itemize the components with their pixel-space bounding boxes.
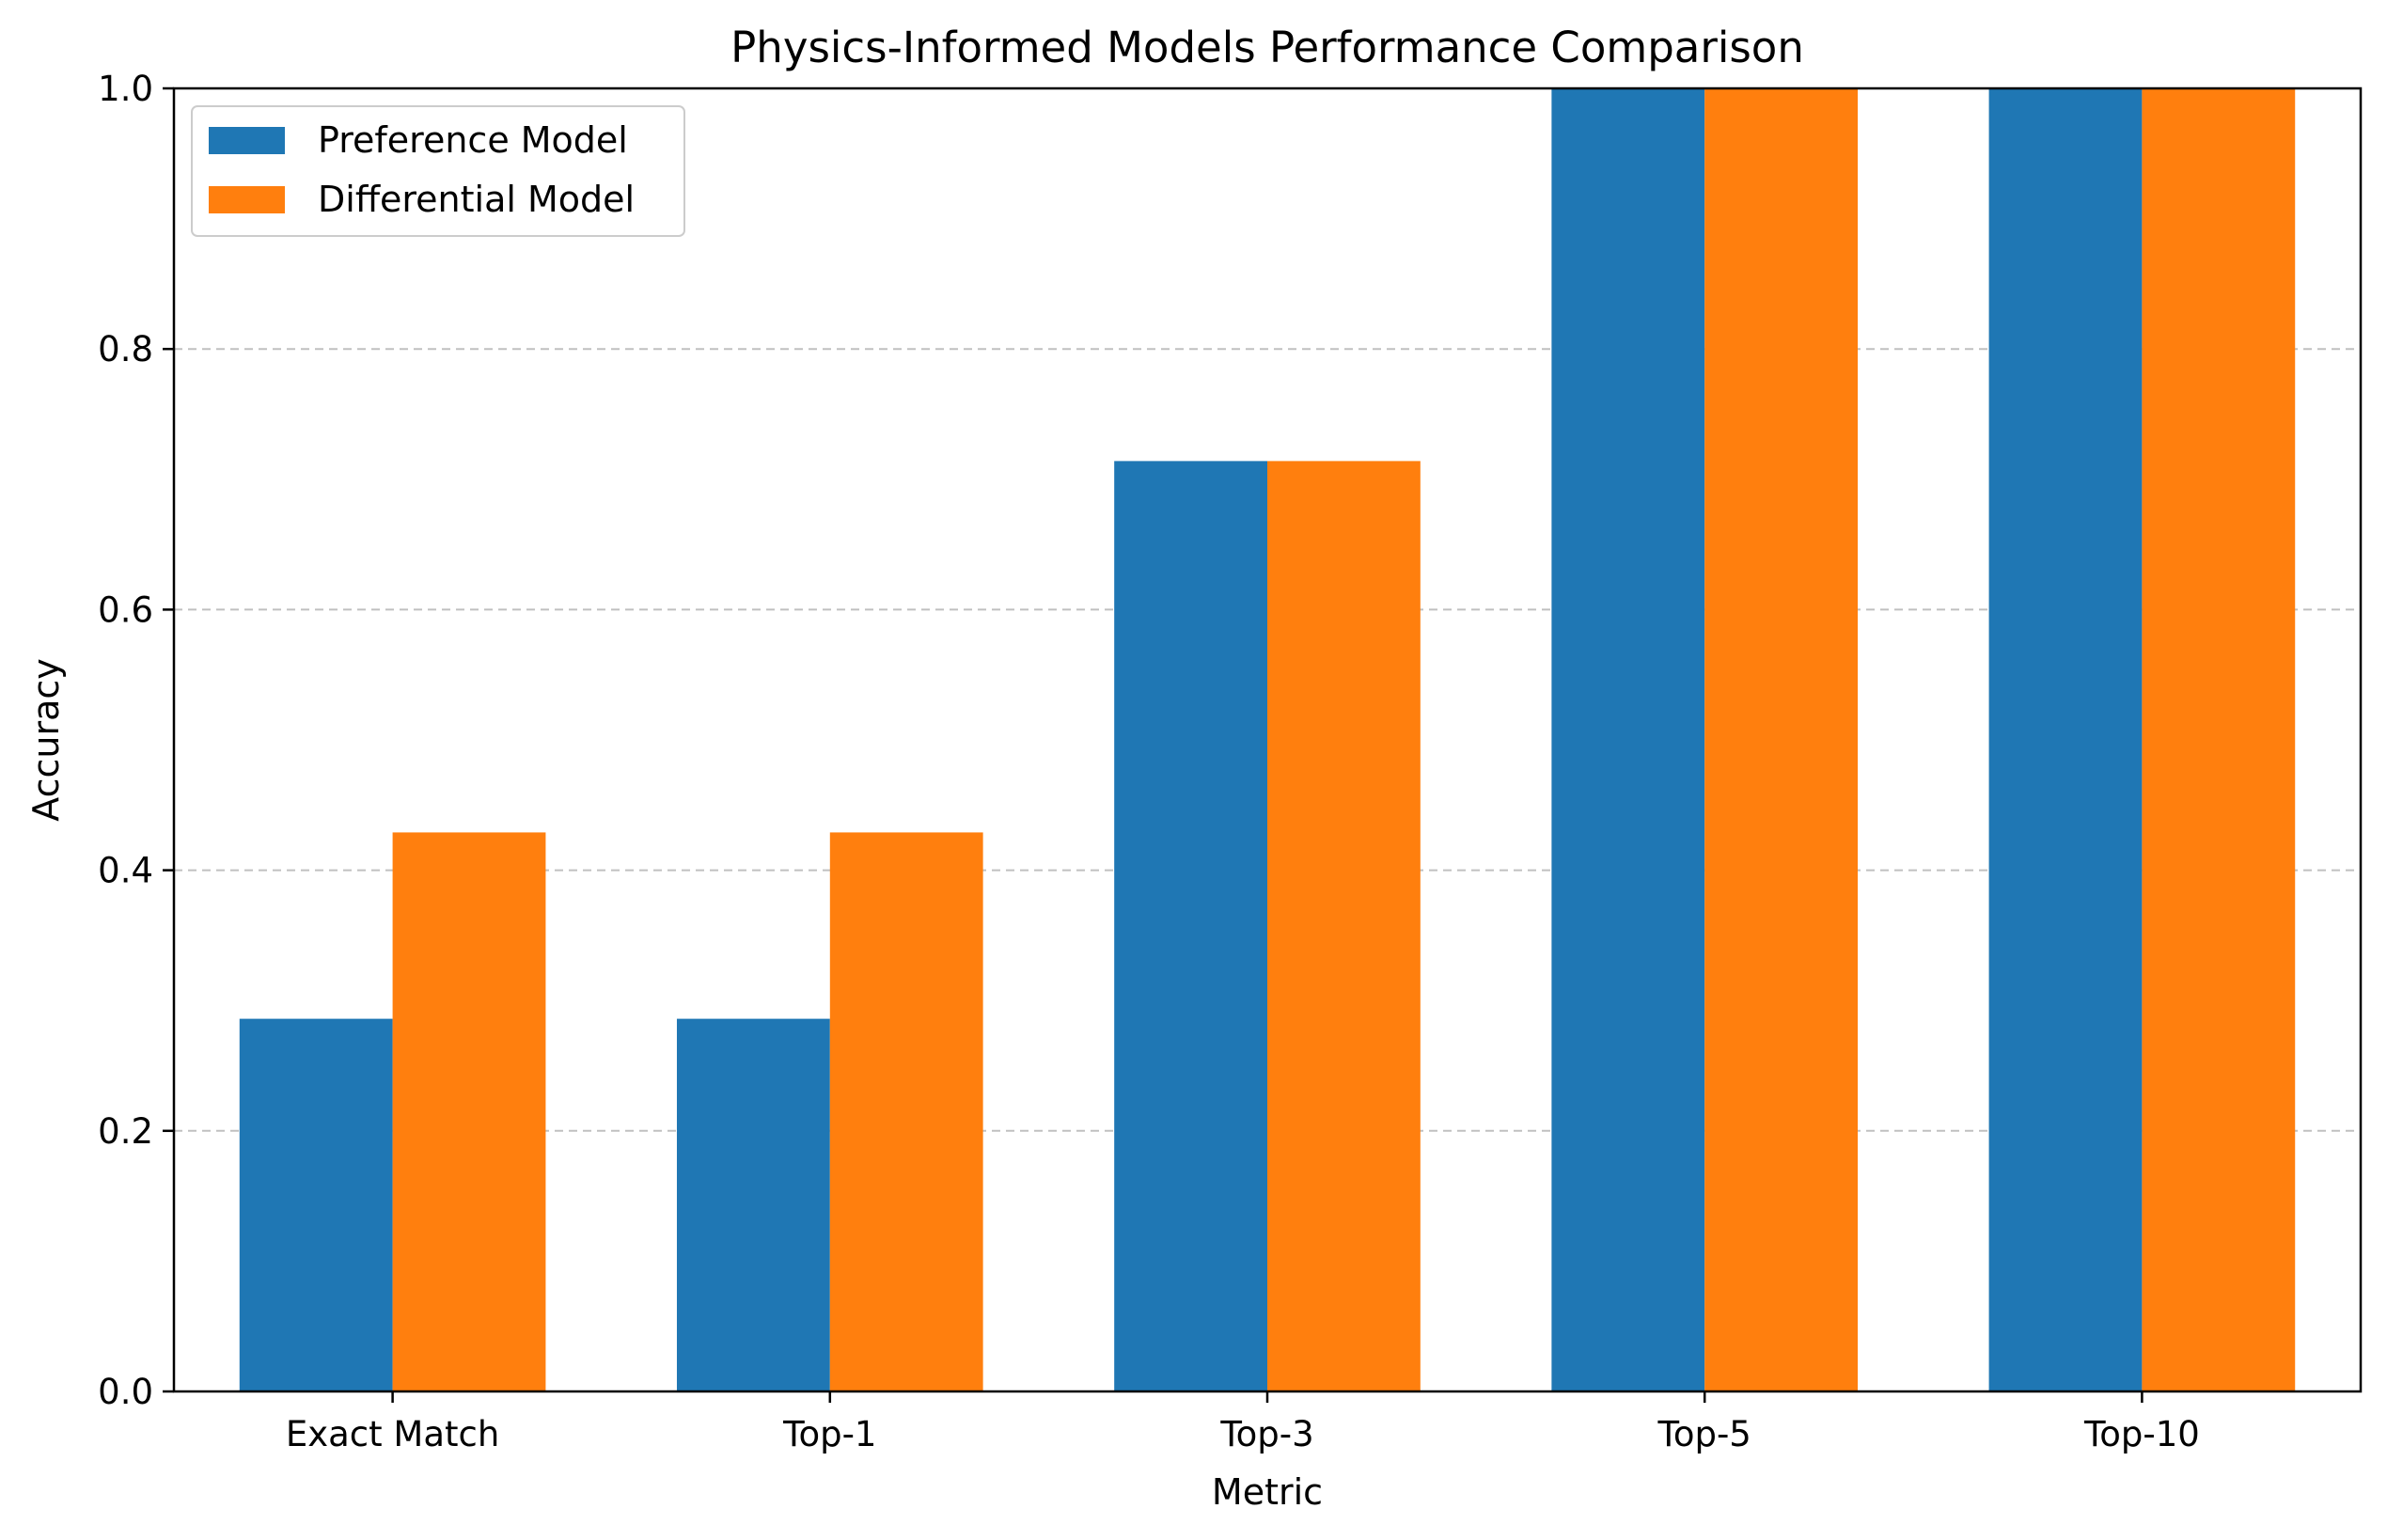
y-tick-label: 0.4 [98, 851, 153, 891]
y-tick-label: 0.0 [98, 1372, 153, 1412]
legend-swatch-preference-model [209, 127, 285, 154]
bar-differential-model-top-10 [2142, 88, 2296, 1391]
y-tick-label: 1.0 [98, 69, 153, 109]
x-tick-label-top-1: Top-1 [782, 1414, 876, 1454]
bar-preference-model-top-5 [1551, 88, 1705, 1391]
legend: Preference Model Differential Model [191, 105, 685, 237]
bars [239, 88, 2296, 1391]
bar-differential-model-exact-match [392, 832, 546, 1391]
y-tick-label: 0.6 [98, 589, 153, 630]
y-tick-label: 0.2 [98, 1111, 153, 1152]
bar-differential-model-top-3 [1267, 461, 1421, 1391]
x-tick-label-exact-match: Exact Match [286, 1414, 499, 1454]
chart-title: Physics-Informed Models Performance Comp… [730, 23, 1804, 72]
x-tick-label-top-5: Top-5 [1657, 1414, 1751, 1454]
y-axis: 0.0 0.2 0.4 0.6 0.8 1.0 [98, 69, 174, 1412]
x-axis-label: Metric [1212, 1471, 1323, 1513]
bar-preference-model-top-10 [1988, 88, 2143, 1391]
bar-differential-model-top-1 [829, 832, 983, 1391]
plot-frame [172, 86, 2363, 1393]
legend-swatch-differential-model [209, 186, 285, 213]
legend-label-preference-model: Preference Model [318, 119, 628, 161]
legend-frame [191, 105, 685, 237]
y-axis-label: Accuracy [25, 658, 67, 822]
bar-differential-model-top-5 [1704, 88, 1859, 1391]
y-tick-label: 0.8 [98, 329, 153, 369]
bar-preference-model-exact-match [239, 1018, 393, 1391]
bar-preference-model-top-1 [676, 1018, 830, 1391]
x-tick-label-top-3: Top-3 [1219, 1414, 1313, 1454]
x-axis: Exact Match Top-1 Top-3 Top-5 Top-10 [286, 1391, 2200, 1454]
bar-preference-model-top-3 [1114, 461, 1267, 1391]
legend-label-differential-model: Differential Model [318, 179, 635, 220]
x-tick-label-top-10: Top-10 [2083, 1414, 2200, 1454]
